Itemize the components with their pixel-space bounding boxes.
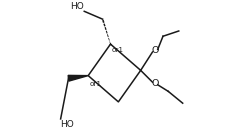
Text: O: O bbox=[151, 79, 159, 88]
Polygon shape bbox=[68, 75, 88, 81]
Text: O: O bbox=[151, 46, 159, 55]
Text: HO: HO bbox=[70, 2, 83, 11]
Text: or1: or1 bbox=[112, 47, 124, 53]
Text: or1: or1 bbox=[90, 81, 101, 87]
Text: HO: HO bbox=[60, 120, 74, 129]
